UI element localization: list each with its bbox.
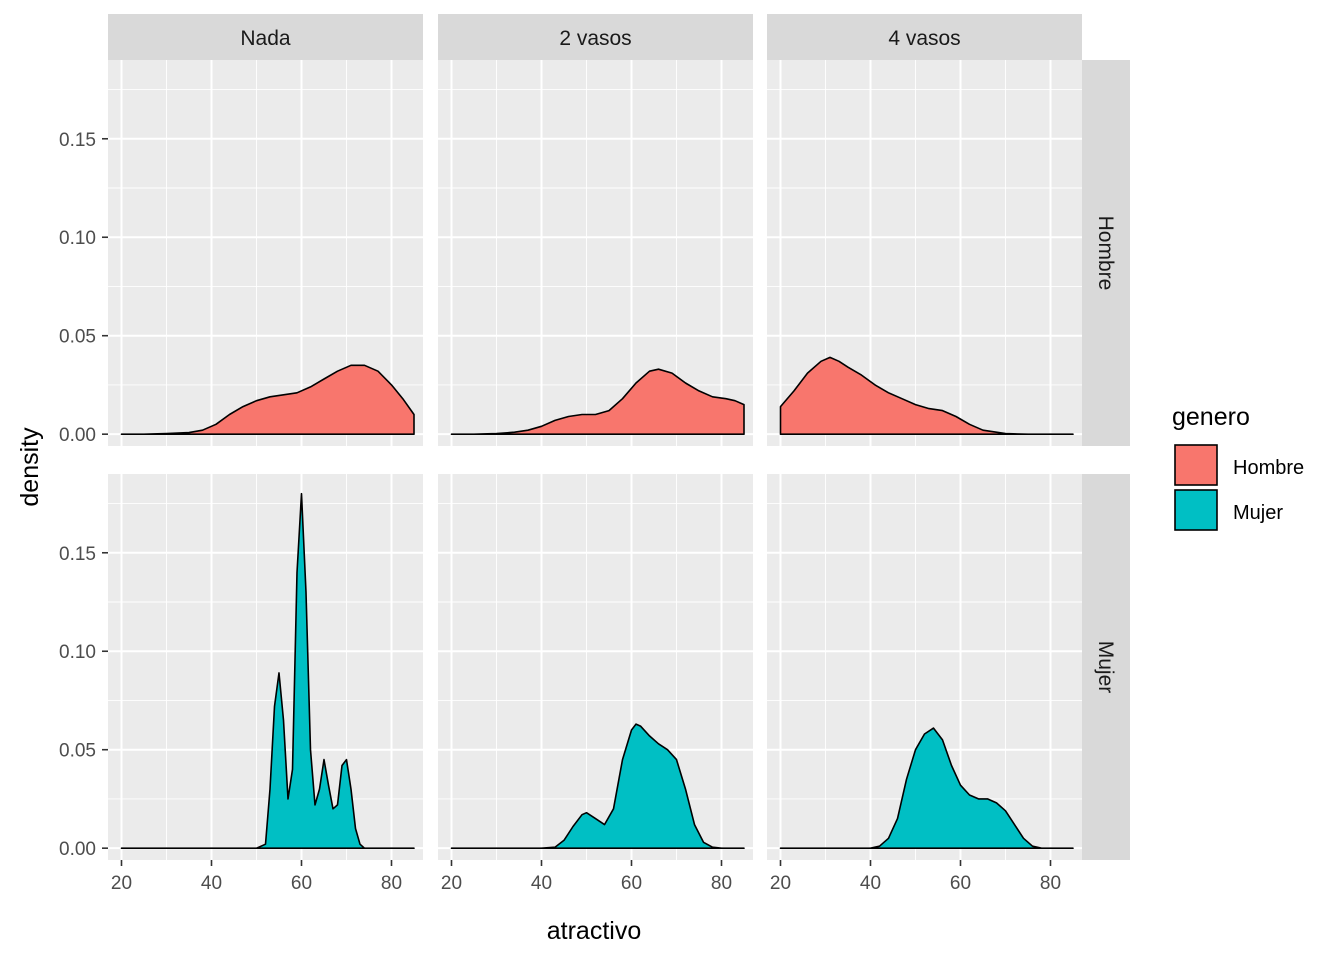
density-area-mujer-4-vasos xyxy=(779,727,1074,849)
y-axis-title: density xyxy=(16,427,44,507)
y-tick-label: 0.15 xyxy=(59,130,96,151)
x-tick-label: 60 xyxy=(621,873,642,894)
density-area-hombre-4-vasos xyxy=(779,356,1074,435)
x-tick-label: 60 xyxy=(950,873,971,894)
y-tick-label: 0.10 xyxy=(59,228,96,249)
x-tick-label: 20 xyxy=(111,873,132,894)
y-tick-label: 0.00 xyxy=(59,839,96,860)
x-tick-label: 20 xyxy=(770,873,791,894)
y-tick-label: 0.05 xyxy=(59,741,96,762)
y-tick-label: 0.10 xyxy=(59,642,96,663)
strip-nada xyxy=(108,14,423,60)
legend: genero Hombre Mujer xyxy=(1172,403,1304,531)
x-tick-label: 40 xyxy=(531,873,552,894)
density-area-mujer-nada xyxy=(120,492,415,849)
panel-bg-hombre-2-vasos xyxy=(438,60,753,446)
strip-4-vasos xyxy=(767,14,1082,60)
legend-label-mujer: Mujer xyxy=(1233,502,1283,524)
legend-key-mujer xyxy=(1174,489,1218,531)
x-tick-label: 80 xyxy=(711,873,732,894)
x-tick-label: 60 xyxy=(291,873,312,894)
strip-label-mujer: Mujer xyxy=(1094,641,1117,694)
x-tick-label: 20 xyxy=(441,873,462,894)
strip-label-hombre: Hombre xyxy=(1094,216,1117,291)
density-area-hombre-nada xyxy=(120,364,415,435)
x-axis-title: atractivo xyxy=(547,917,641,945)
y-tick-label: 0.15 xyxy=(59,544,96,565)
y-tick-label: 0.05 xyxy=(59,327,96,348)
panels-layer xyxy=(108,60,1082,860)
panel-bg-mujer-2-vasos xyxy=(438,474,753,860)
strip-label-2-vasos: 2 vasos xyxy=(559,27,631,50)
density-area-mujer-2-vasos xyxy=(450,723,745,849)
strip-mujer xyxy=(1082,474,1130,860)
strip-label-4-vasos: 4 vasos xyxy=(888,27,960,50)
strip-hombre xyxy=(1082,60,1130,446)
panel-bg-mujer-nada xyxy=(108,474,423,860)
legend-label-hombre: Hombre xyxy=(1233,457,1304,479)
strips-layer: Nada 2 vasos 4 vasos Hombre Mujer xyxy=(108,14,1130,860)
x-tick-label: 80 xyxy=(1040,873,1061,894)
strip-2-vasos xyxy=(438,14,753,60)
legend-key-hombre xyxy=(1174,444,1218,486)
axes-layer: 0.00 0.05 0.10 0.15 0.00 0.05 0.10 0.15 20 40 60 80… xyxy=(59,130,1061,894)
y-tick-label: 0.00 xyxy=(59,425,96,446)
x-tick-label: 80 xyxy=(381,873,402,894)
strip-label-nada: Nada xyxy=(240,27,291,50)
density-area-hombre-2-vasos xyxy=(450,368,745,435)
x-tick-label: 40 xyxy=(201,873,222,894)
x-tick-label: 40 xyxy=(860,873,881,894)
legend-title: genero xyxy=(1172,403,1250,431)
